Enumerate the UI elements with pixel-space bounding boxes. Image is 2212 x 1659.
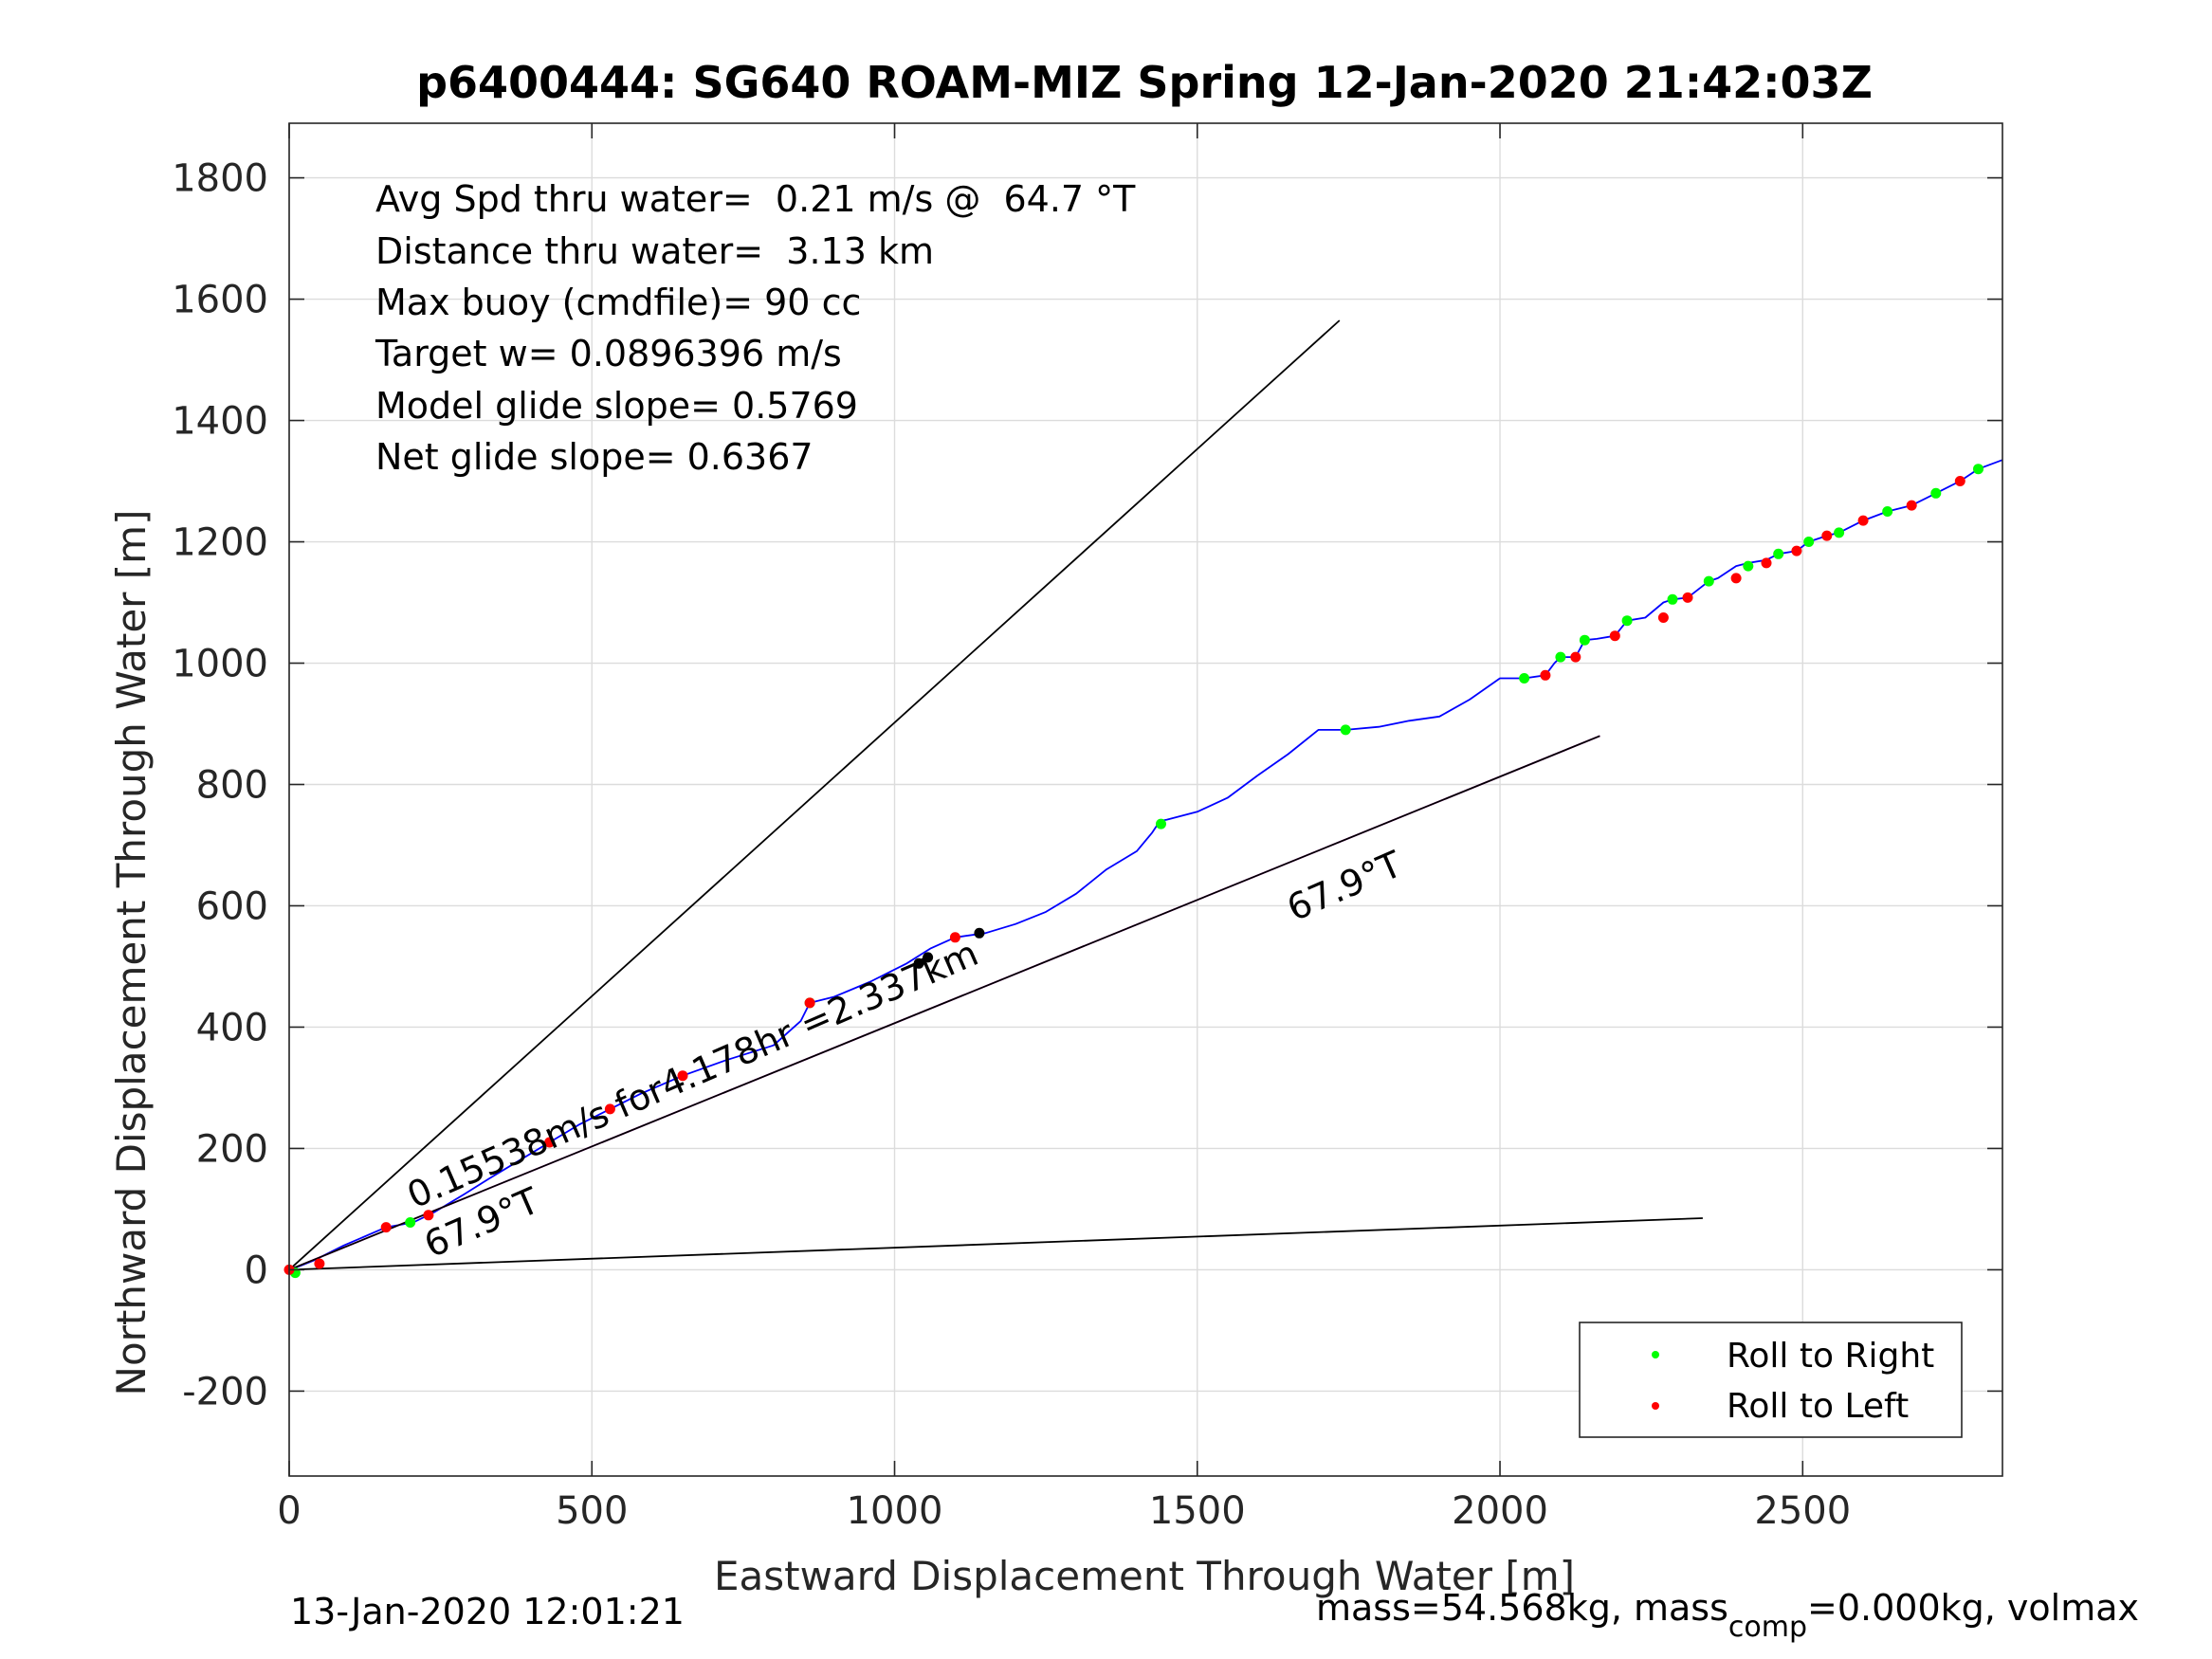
points-layer — [283, 464, 1983, 1279]
legend-marker-roll-left — [1652, 1402, 1659, 1410]
info-line-target-w: Target w= 0.0896396 m/s — [375, 333, 842, 374]
plot-area — [283, 122, 2003, 1477]
point-roll-to-left — [1821, 530, 1833, 541]
y-tick-label: 0 — [245, 1249, 268, 1292]
series-line-net-heading — [288, 735, 1600, 1271]
legend-marker-roll-right — [1652, 1351, 1659, 1358]
point-roll-to-right — [1773, 548, 1784, 559]
point-roll-to-right — [1519, 673, 1530, 684]
info-text-block: Avg Spd thru water= 0.21 m/s @ 64.7 °T D… — [375, 178, 1136, 478]
y-tick-label: 1000 — [172, 643, 268, 686]
legend-label-roll-right: Roll to Right — [1727, 1337, 1934, 1376]
info-line-distance: Distance thru water= 3.13 km — [375, 230, 934, 272]
point-roll-to-right — [1882, 506, 1893, 517]
series-layer — [288, 319, 2003, 1271]
series-line-sweep-lower — [288, 1217, 1703, 1271]
point-roll-to-right — [1555, 651, 1566, 663]
point-roll-to-right — [1703, 575, 1714, 587]
point-extra-points — [923, 952, 934, 963]
y-tick-label: 400 — [196, 1006, 268, 1049]
point-roll-to-right — [1743, 560, 1754, 572]
point-roll-to-left — [1954, 476, 1965, 486]
chart-title: p6400444: SG640 ROAM-MIZ Spring 12-Jan-2… — [416, 57, 1873, 108]
x-tick-label: 500 — [556, 1489, 628, 1533]
tick-marks — [288, 123, 2002, 1476]
point-roll-to-left — [1791, 545, 1802, 556]
point-roll-to-left — [804, 997, 815, 1009]
x-tick-label: 0 — [277, 1489, 301, 1533]
point-roll-to-left — [1682, 592, 1693, 603]
y-tick-label: 1400 — [172, 400, 268, 444]
point-extra-points — [913, 957, 924, 969]
point-roll-to-right — [1621, 615, 1633, 627]
footer-mass-suffix: =0.000kg, volmax — [1807, 1587, 2139, 1629]
footer-mass-subscript: comp — [1728, 1611, 1807, 1644]
x-tick-label: 2000 — [1452, 1489, 1548, 1533]
legend: Roll to Right Roll to Left — [1579, 1322, 1963, 1438]
y-axis-label: Northward Displacement Through Water [m] — [108, 510, 155, 1396]
point-roll-to-left — [1657, 612, 1669, 623]
point-roll-to-right — [405, 1217, 416, 1228]
point-roll-to-left — [1761, 557, 1772, 569]
point-roll-to-right — [1667, 593, 1678, 605]
point-roll-to-right — [1834, 527, 1845, 538]
legend-box — [1579, 1322, 1963, 1438]
point-roll-to-left — [544, 1137, 556, 1148]
point-roll-to-left — [1857, 515, 1869, 526]
x-axis-label: Eastward Displacement Through Water [m] — [714, 1553, 1575, 1599]
point-roll-to-right — [1973, 464, 1983, 475]
footer-mass-prefix: mass=54.568kg, mass — [1316, 1587, 1728, 1629]
point-roll-to-left — [423, 1210, 434, 1221]
info-line-avg-speed: Avg Spd thru water= 0.21 m/s @ 64.7 °T — [375, 178, 1136, 220]
point-roll-to-left — [314, 1258, 325, 1269]
y-tick-label: -200 — [182, 1370, 268, 1413]
point-roll-to-right — [1930, 487, 1942, 499]
legend-label-roll-left: Roll to Left — [1727, 1387, 1909, 1426]
grid — [288, 123, 2002, 1476]
info-line-net-glide: Net glide slope= 0.6367 — [375, 436, 814, 478]
series-line-track — [288, 459, 2003, 1271]
x-tick-label: 2500 — [1754, 1489, 1851, 1533]
point-roll-to-right — [1340, 724, 1351, 736]
point-roll-to-left — [604, 1103, 615, 1115]
y-tick-label: 1600 — [172, 279, 268, 322]
point-roll-to-left — [1570, 651, 1581, 663]
point-roll-to-left — [380, 1222, 392, 1233]
point-extra-points — [974, 927, 985, 939]
y-tick-label: 600 — [196, 884, 268, 928]
point-roll-to-left — [1730, 573, 1742, 584]
y-tick-label: 200 — [196, 1127, 268, 1171]
axes-frame — [288, 122, 2003, 1477]
tick-labels: 0 500 1000 1500 2000 2500 -200 0 200 400 600 800 100… — [172, 157, 1851, 1533]
point-roll-to-right — [1156, 818, 1166, 830]
y-tick-label: 1200 — [172, 521, 268, 565]
point-roll-to-left — [1906, 500, 1917, 511]
point-roll-to-right — [1803, 537, 1815, 547]
y-tick-label: 1800 — [172, 157, 268, 201]
point-roll-to-right — [1579, 634, 1590, 646]
series-line-sweep-upper — [288, 319, 1341, 1271]
x-tick-label: 1000 — [847, 1489, 943, 1533]
footer-timestamp: 13-Jan-2020 12:01:21 — [290, 1591, 685, 1632]
y-tick-label: 800 — [196, 764, 268, 808]
info-line-model-glide: Model glide slope= 0.5769 — [375, 385, 858, 427]
axes-background — [289, 123, 2002, 1476]
footer-mass-info: mass=54.568kg, masscomp=0.000kg, volmax — [1316, 1587, 2139, 1644]
point-roll-to-left — [1609, 630, 1620, 642]
x-tick-label: 1500 — [1149, 1489, 1246, 1533]
info-line-max-buoy: Max buoy (cmdfile)= 90 cc — [375, 282, 861, 323]
point-roll-to-left — [949, 932, 960, 943]
point-roll-to-left — [677, 1070, 688, 1082]
point-roll-to-left — [1540, 669, 1551, 681]
